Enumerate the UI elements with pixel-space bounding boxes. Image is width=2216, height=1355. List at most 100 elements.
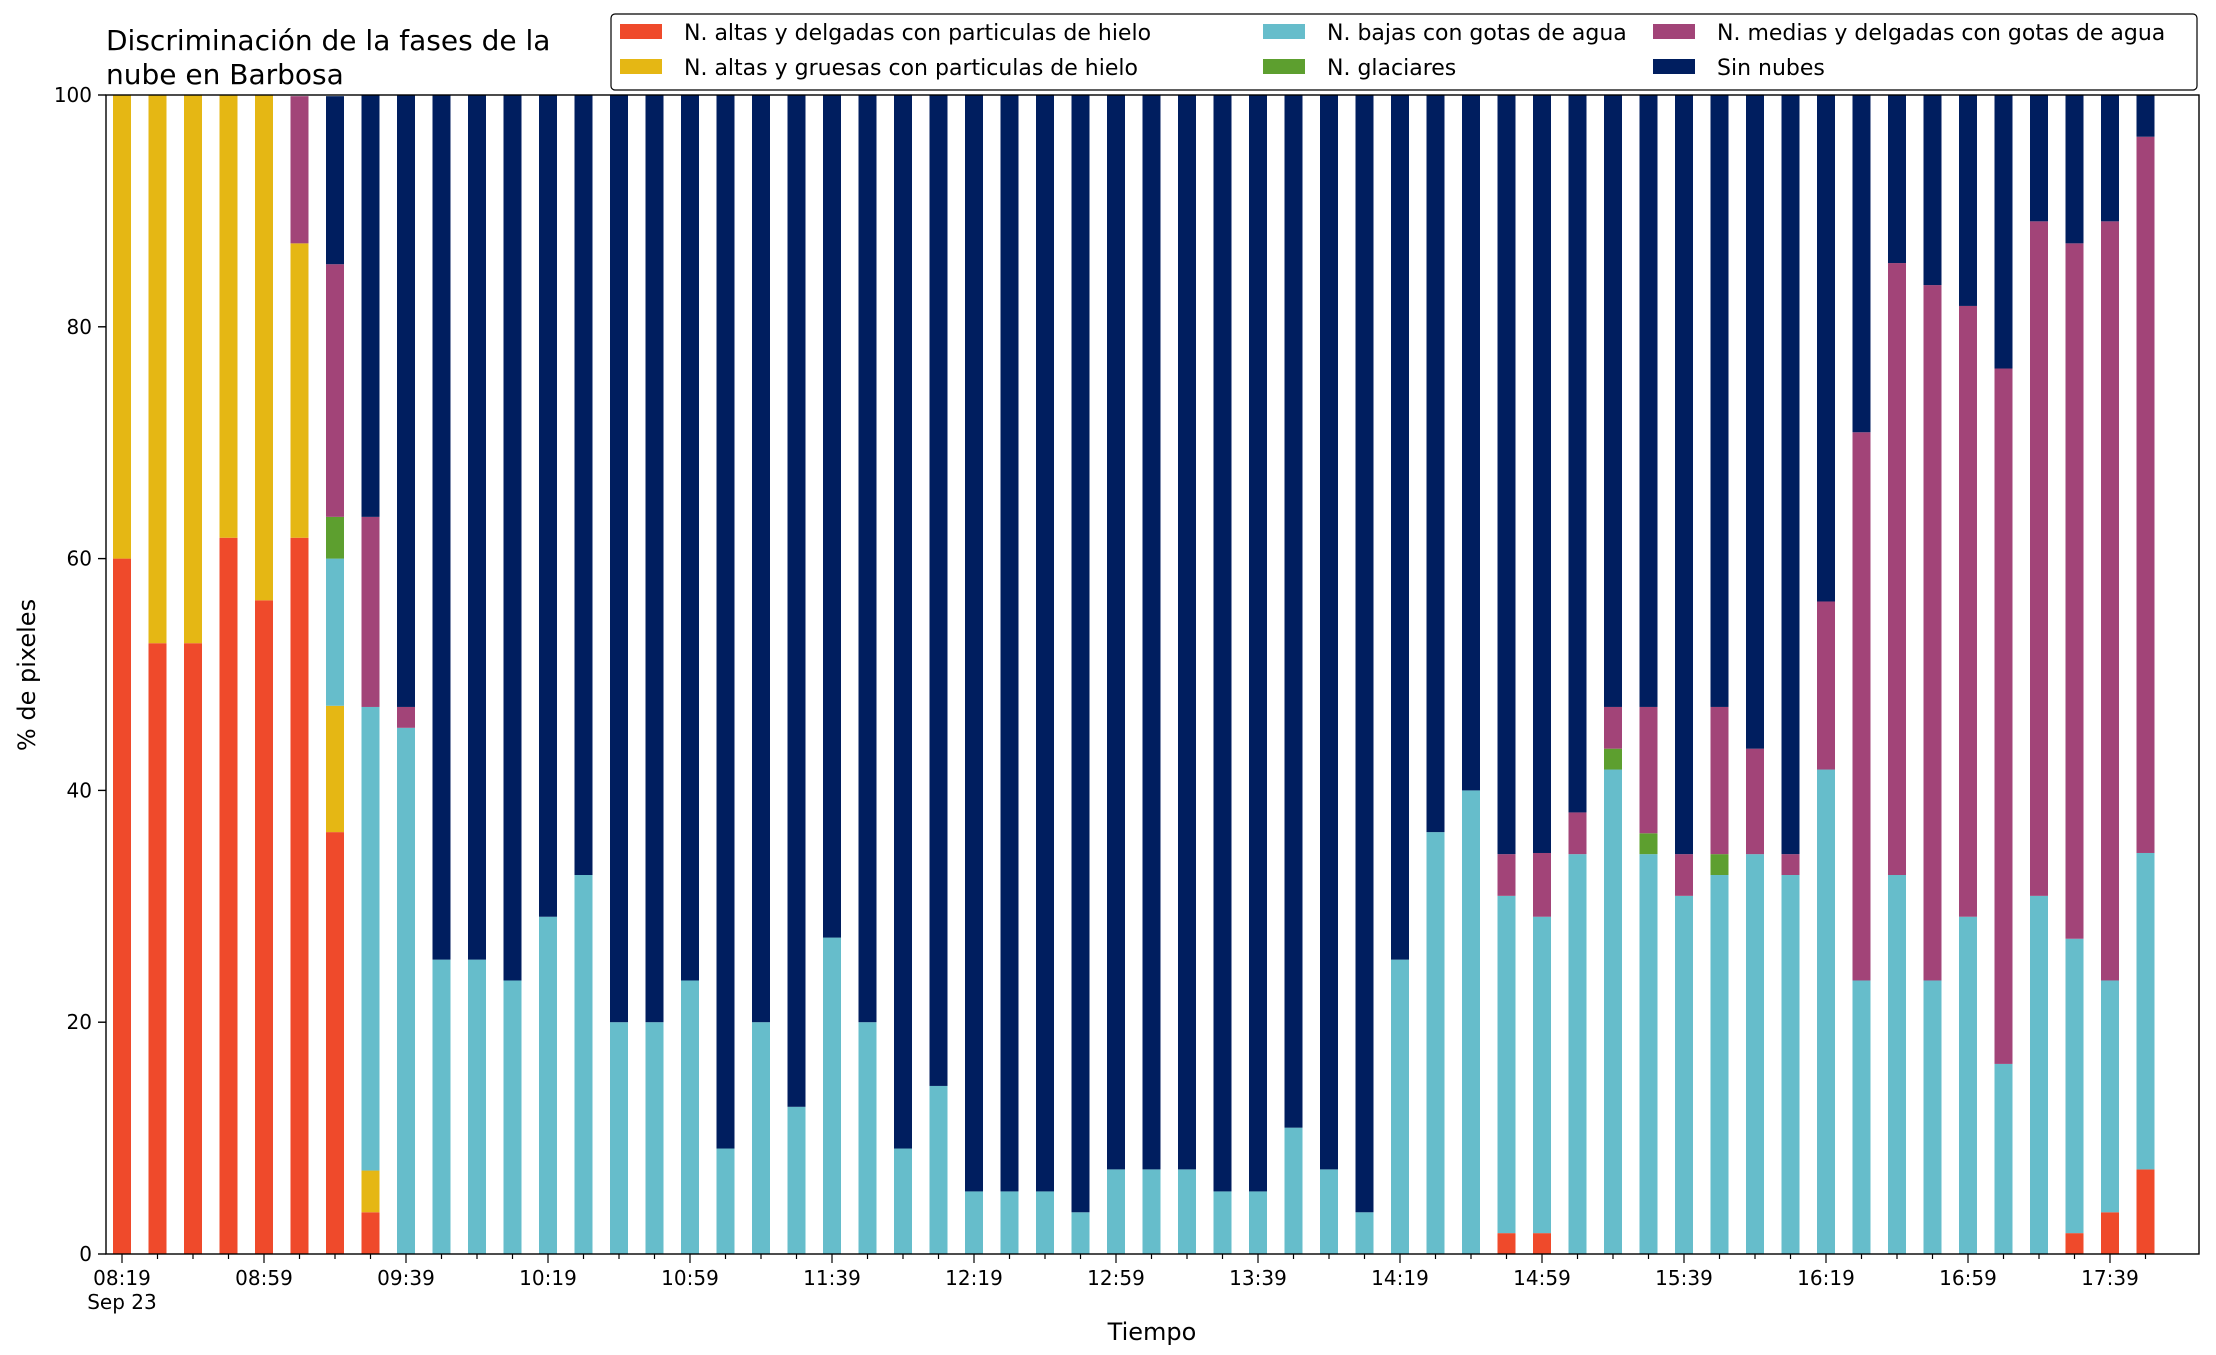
bar-segment	[1178, 1169, 1196, 1254]
bar-segment	[1781, 875, 1800, 1254]
legend: N. altas y delgadas con particulas de hi…	[610, 13, 2198, 91]
bar-segment	[1284, 1127, 1303, 1254]
bar-segment	[468, 95, 486, 960]
bar-segment	[1639, 854, 1658, 1254]
bar-segment	[858, 95, 877, 1023]
chart-title-line-2: nube en Barbosa	[106, 58, 344, 91]
bar-segment	[1533, 1233, 1551, 1254]
x-tick-label: 16:19	[1797, 1266, 1855, 1290]
bar-segment	[539, 95, 557, 917]
bar-segment	[2030, 95, 2048, 222]
x-axis: 08:19 08:59 09:39 10:19 10:59 11:39 12:19 12:59…	[87, 1254, 2147, 1314]
bar-segment	[1888, 263, 1906, 876]
bar-segment	[1497, 854, 1516, 896]
bar-segment	[361, 706, 380, 1171]
x-tick-label: 16:59	[1939, 1266, 1997, 1290]
bar-segment	[1959, 95, 1977, 306]
bar-segment	[965, 1191, 983, 1254]
bar-segment	[1817, 769, 1835, 1254]
y-tick-label: 40	[67, 778, 92, 802]
bar-segment	[645, 95, 664, 1023]
bar-segment	[1888, 95, 1906, 264]
bar-segment	[1107, 1169, 1125, 1254]
bar-segment	[1249, 95, 1267, 1192]
bar-segment	[219, 95, 238, 538]
y-tick-label: 20	[67, 1010, 92, 1034]
bar-segment	[1639, 833, 1658, 855]
bar-segment	[1639, 95, 1658, 707]
x-tick-label: 08:19	[93, 1266, 151, 1290]
legend-label: N. glaciares	[1327, 56, 1456, 81]
bar-segment	[1497, 1233, 1516, 1254]
x-tick-label: 12:59	[1087, 1266, 1145, 1290]
bar-segment	[1036, 1191, 1054, 1254]
bar-segment	[1497, 895, 1516, 1234]
bar-segment	[1000, 95, 1019, 1192]
legend-swatch	[1653, 24, 1695, 39]
bar-segment	[148, 95, 167, 644]
bar-segment	[823, 937, 841, 1254]
bar-segment	[610, 95, 628, 1023]
bar-segment	[1249, 1191, 1267, 1254]
bar-segment	[752, 95, 770, 1023]
bar-segment	[219, 537, 238, 1254]
x-tick-label: 15:39	[1655, 1266, 1713, 1290]
bar-segment	[1142, 1169, 1161, 1254]
bar-segment	[787, 95, 806, 1107]
bar-segment	[432, 959, 451, 1254]
bar-segment	[148, 643, 167, 1254]
bar-segment	[2101, 221, 2119, 981]
bar-segment	[1604, 769, 1622, 1254]
x-tick-label: 10:19	[519, 1266, 577, 1290]
bar-segment	[716, 1148, 735, 1254]
bar-segment	[574, 95, 593, 876]
bar-segment	[1675, 95, 1693, 855]
bar-segment	[113, 95, 131, 559]
bar-segment	[184, 643, 202, 1254]
bar-segment	[1178, 95, 1196, 1170]
bar-segment	[1888, 875, 1906, 1254]
bar-segment	[965, 95, 983, 1192]
bar-segment	[1391, 95, 1409, 960]
bar-segment	[787, 1106, 806, 1254]
x-tick-label: 17:39	[2081, 1266, 2139, 1290]
bar-segment	[361, 516, 380, 707]
legend-label: N. altas y gruesas con particulas de hie…	[684, 56, 1138, 81]
bar-segment	[1959, 305, 1977, 917]
legend-label: N. medias y delgadas con gotas de agua	[1717, 21, 2165, 46]
bar-segment	[1817, 95, 1835, 602]
bar-segment	[1852, 432, 1871, 981]
x-date-label: Sep 23	[87, 1290, 157, 1314]
bar-segment	[823, 95, 841, 938]
bar-segment	[539, 916, 557, 1254]
bar-segment	[929, 95, 948, 1086]
bar-segment	[1462, 790, 1480, 1254]
legend-label: Sin nubes	[1717, 56, 1825, 81]
bar-segment	[326, 705, 344, 833]
legend-swatch	[620, 59, 662, 74]
bar-segment	[1213, 95, 1232, 1192]
bar-segment	[1107, 95, 1125, 1170]
legend-label: N. bajas con gotas de agua	[1327, 21, 1627, 46]
bar-segment	[681, 980, 699, 1254]
bar-segment	[1852, 95, 1871, 433]
bar-segment	[2136, 1169, 2155, 1254]
bar-segment	[2101, 980, 2119, 1213]
bar-segment	[1923, 980, 1942, 1254]
x-tick-label: 13:39	[1229, 1266, 1287, 1290]
y-axis: 0 20 40 60 80 100	[54, 83, 106, 1266]
bar-segment	[681, 95, 699, 981]
bar-segment	[326, 264, 344, 517]
bar-segment	[1355, 95, 1374, 1213]
bar-segment	[113, 558, 131, 1254]
y-tick-label: 0	[79, 1242, 92, 1266]
bar-segment	[1568, 854, 1587, 1254]
bar-segment	[1213, 1191, 1232, 1254]
bar-segment	[326, 96, 344, 265]
bar-segment	[326, 832, 344, 1254]
bar-segment	[1604, 748, 1622, 770]
bar-segment	[1071, 1212, 1090, 1254]
bar-segment	[1071, 95, 1090, 1213]
bar-segment	[290, 243, 309, 538]
bar-segment	[290, 96, 309, 244]
